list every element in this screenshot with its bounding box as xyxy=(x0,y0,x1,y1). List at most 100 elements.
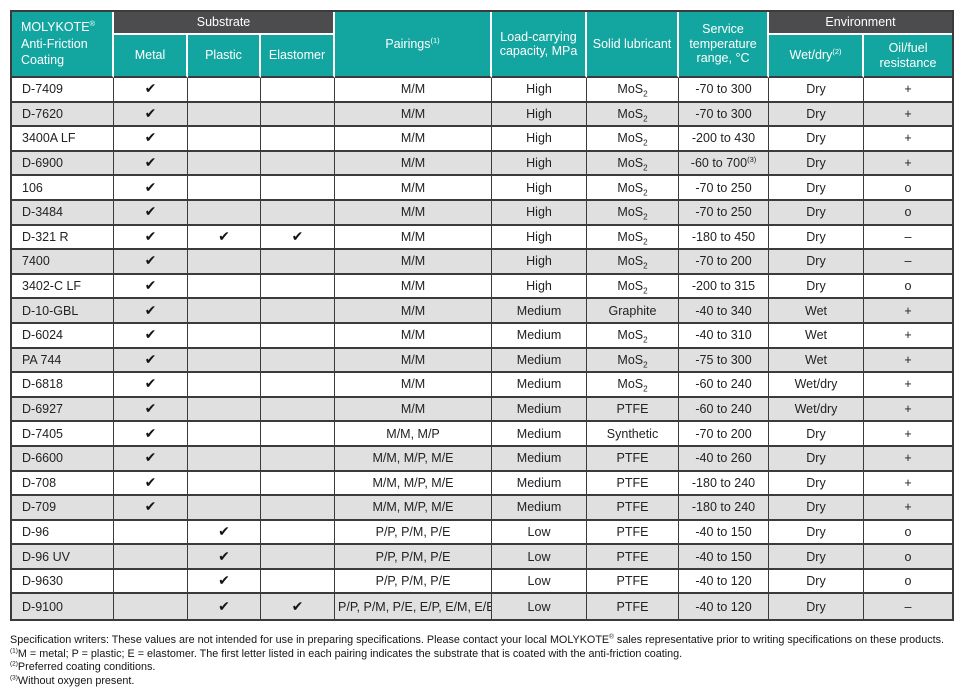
cell-metal-check xyxy=(114,545,188,570)
cell-metal-check: ✔ xyxy=(114,225,188,251)
cell-load-capacity: Medium xyxy=(492,397,588,423)
cell-solid-lubricant: PTFE xyxy=(587,594,680,620)
cell-solid-lubricant: MoS2 xyxy=(587,274,680,300)
check-icon: ✔ xyxy=(144,499,157,516)
cell-metal-check: ✔ xyxy=(114,496,188,521)
table-row: D-96 UV ✔ P/P, P/M, P/E Low PTFE -40 to 150 Dr… xyxy=(12,545,953,570)
table-row: 3402-C LF ✔ M/M High MoS2 -200 to 315 Dry o xyxy=(12,274,953,300)
cell-pairings: M/M xyxy=(335,274,493,300)
cell-pairings: M/M, M/P, M/E xyxy=(335,471,493,497)
cell-elastomer-check xyxy=(261,545,336,570)
table-row: D-6024 ✔ M/M Medium MoS2 -40 to 310 Wet + xyxy=(12,323,953,349)
cell-plastic-check xyxy=(188,348,261,374)
cell-wet-dry: Dry xyxy=(769,422,865,447)
cell-metal-check: ✔ xyxy=(114,176,188,201)
cell-plastic-check xyxy=(188,471,261,497)
check-icon: ✔ xyxy=(144,376,157,393)
cell-elastomer-check xyxy=(261,151,336,177)
col-header-load-capacity: Load-carrying capacity, MPa xyxy=(492,12,588,78)
cell-elastomer-check xyxy=(261,78,336,103)
cell-product: D-7620 xyxy=(12,102,114,128)
cell-wet-dry: Dry xyxy=(769,78,865,103)
cell-solid-lubricant: PTFE xyxy=(587,496,680,521)
cell-solid-lubricant: MoS2 xyxy=(587,348,680,374)
cell-wet-dry: Dry xyxy=(769,446,865,472)
cell-service-temp: -60 to 700(3) xyxy=(679,151,770,177)
check-icon: ✔ xyxy=(144,351,157,368)
cell-service-temp: -60 to 240 xyxy=(679,397,770,423)
check-icon: ✔ xyxy=(144,302,157,319)
cell-solid-lubricant: MoS2 xyxy=(587,323,680,349)
col-header-solid-lubricant: Solid lubricant xyxy=(587,12,680,78)
cell-metal-check: ✔ xyxy=(114,471,188,497)
cell-plastic-check xyxy=(188,151,261,177)
cell-elastomer-check xyxy=(261,348,336,374)
cell-service-temp: -200 to 430 xyxy=(679,127,770,152)
cell-wet-dry: Wet/dry xyxy=(769,373,865,398)
table-row: D-6900 ✔ M/M High MoS2 -60 to 700(3) Dry + xyxy=(12,151,953,177)
col-header-wet-dry: Wet/dry(2) xyxy=(769,35,865,78)
cell-solid-lubricant: MoS2 xyxy=(587,225,680,251)
cell-oil-fuel: + xyxy=(864,471,953,497)
cell-service-temp: -40 to 120 xyxy=(679,569,770,595)
cell-plastic-check: ✔ xyxy=(188,520,261,546)
cell-oil-fuel: o xyxy=(864,176,953,201)
check-icon: ✔ xyxy=(218,573,230,590)
cell-elastomer-check xyxy=(261,323,336,349)
col-header-metal: Metal xyxy=(114,35,188,78)
col-header-oil-fuel-resistance: Oil/fuel resistance xyxy=(864,35,953,78)
cell-wet-dry: Dry xyxy=(769,471,865,497)
cell-load-capacity: Medium xyxy=(492,446,588,472)
cell-product: 3400A LF xyxy=(12,127,114,152)
cell-wet-dry: Dry xyxy=(769,496,865,521)
cell-load-capacity: High xyxy=(492,250,588,275)
cell-service-temp: -40 to 150 xyxy=(679,545,770,570)
cell-elastomer-check xyxy=(261,397,336,423)
cell-wet-dry: Wet xyxy=(769,348,865,374)
cell-oil-fuel: o xyxy=(864,520,953,546)
check-icon: ✔ xyxy=(144,253,157,270)
cell-load-capacity: Low xyxy=(492,569,588,595)
cell-elastomer-check xyxy=(261,471,336,497)
footnotes: Specification writers: These values are … xyxy=(10,634,950,688)
check-icon: ✔ xyxy=(144,105,157,122)
cell-metal-check: ✔ xyxy=(114,274,188,300)
cell-solid-lubricant: PTFE xyxy=(587,446,680,472)
cell-service-temp: -70 to 200 xyxy=(679,422,770,447)
cell-pairings: M/M xyxy=(335,151,493,177)
cell-metal-check: ✔ xyxy=(114,127,188,152)
cell-solid-lubricant: PTFE xyxy=(587,397,680,423)
cell-metal-check: ✔ xyxy=(114,422,188,447)
cell-wet-dry: Dry xyxy=(769,151,865,177)
cell-elastomer-check xyxy=(261,200,336,226)
cell-oil-fuel: o xyxy=(864,200,953,226)
cell-product: D-7405 xyxy=(12,422,114,447)
cell-solid-lubricant: MoS2 xyxy=(587,373,680,398)
table-row: D-10-GBL ✔ M/M Medium Graphite -40 to 340 Wet + xyxy=(12,299,953,324)
cell-pairings: P/P, P/M, P/E xyxy=(335,569,493,595)
cell-elastomer-check xyxy=(261,127,336,152)
cell-service-temp: -75 to 300 xyxy=(679,348,770,374)
cell-load-capacity: High xyxy=(492,274,588,300)
cell-load-capacity: Low xyxy=(492,545,588,570)
cell-wet-dry: Wet xyxy=(769,299,865,324)
cell-plastic-check xyxy=(188,446,261,472)
cell-service-temp: -200 to 315 xyxy=(679,274,770,300)
cell-elastomer-check xyxy=(261,274,336,300)
cell-solid-lubricant: Graphite xyxy=(587,299,680,324)
check-icon: ✔ xyxy=(144,425,157,442)
cell-plastic-check xyxy=(188,176,261,201)
cell-oil-fuel: + xyxy=(864,299,953,324)
cell-oil-fuel: + xyxy=(864,78,953,103)
cell-oil-fuel: + xyxy=(864,127,953,152)
cell-solid-lubricant: PTFE xyxy=(587,569,680,595)
check-icon: ✔ xyxy=(144,204,157,221)
cell-load-capacity: High xyxy=(492,102,588,128)
cell-oil-fuel: + xyxy=(864,422,953,447)
table-row: D-7620 ✔ M/M High MoS2 -70 to 300 Dry + xyxy=(12,102,953,128)
cell-pairings: P/P, P/M, P/E, E/P, E/M, E/E xyxy=(335,594,493,620)
cell-product: D-9630 xyxy=(12,569,114,595)
cell-wet-dry: Wet xyxy=(769,323,865,349)
cell-oil-fuel: + xyxy=(864,446,953,472)
cell-solid-lubricant: MoS2 xyxy=(587,102,680,128)
